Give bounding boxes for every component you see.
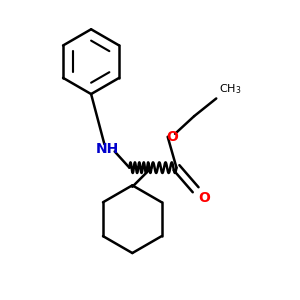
Text: CH$_3$: CH$_3$	[219, 82, 242, 95]
Text: O: O	[166, 130, 178, 144]
Text: NH: NH	[96, 142, 119, 155]
Text: O: O	[199, 191, 211, 205]
